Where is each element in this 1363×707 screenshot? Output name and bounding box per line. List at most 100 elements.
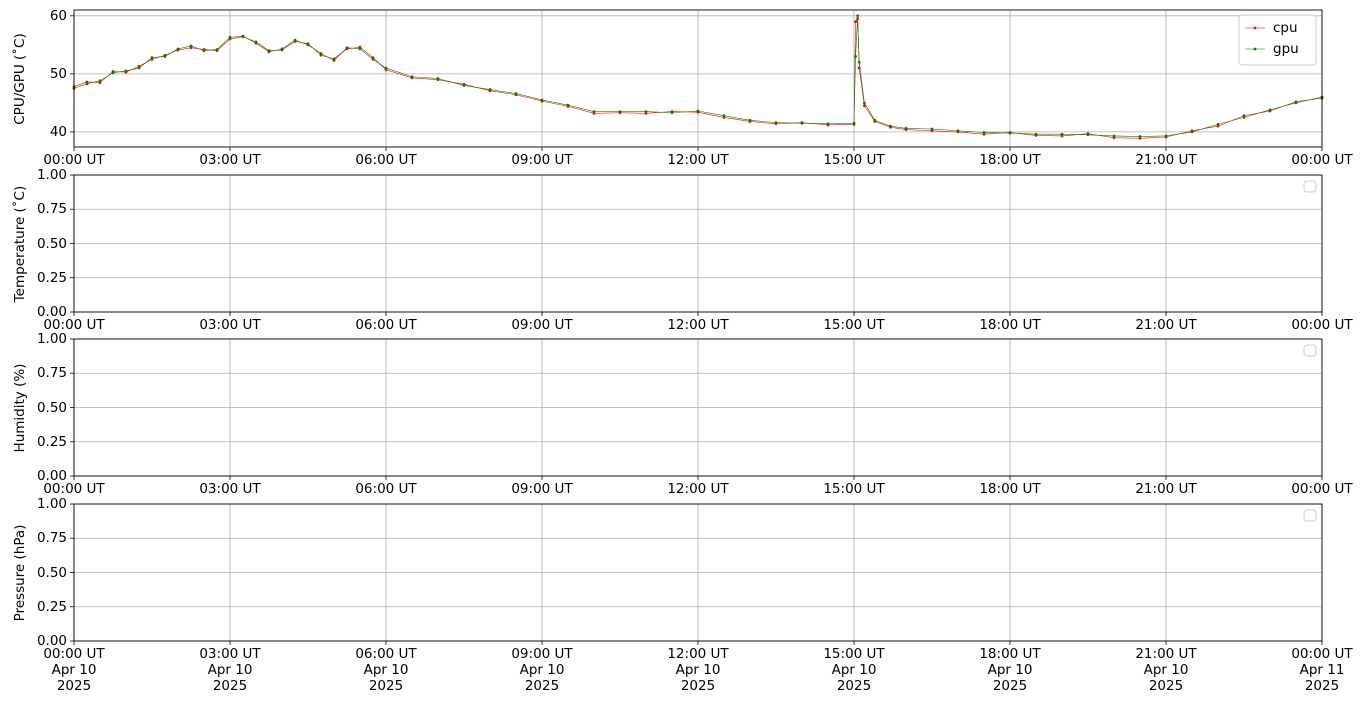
- data-point: [462, 84, 466, 87]
- data-point: [319, 52, 323, 55]
- data-point: [332, 59, 336, 62]
- x-tick-label: 18:00 UT: [979, 152, 1041, 168]
- y-tick-label: 0.00: [36, 468, 67, 484]
- data-point: [280, 47, 284, 51]
- x-tick-label: 09:00 UT: [511, 152, 573, 168]
- x-tick-label: 15:00 UT: [823, 481, 885, 497]
- data-point: [644, 110, 648, 113]
- data-point: [696, 109, 700, 113]
- data-point: [358, 47, 362, 51]
- y-tick-label: 0.00: [36, 633, 67, 649]
- data-point: [1008, 131, 1012, 135]
- x-tick-label: 21:00 UT: [1135, 481, 1197, 497]
- data-point: [956, 129, 960, 133]
- x-tick-label: 18:00 UT: [979, 481, 1041, 497]
- y-tick-label: 1.00: [36, 496, 67, 512]
- data-point: [488, 88, 492, 91]
- y-tick-label: 0.50: [36, 564, 67, 581]
- y-axis-title: Humidity (%): [12, 363, 28, 452]
- data-point: [1060, 132, 1064, 136]
- data-point: [857, 60, 861, 64]
- axes-frame: [73, 174, 1323, 313]
- data-point: [873, 118, 877, 122]
- legend-box: [1303, 509, 1317, 522]
- data-point: [1112, 134, 1116, 138]
- x-tick-label: 15:00 UT: [823, 152, 885, 168]
- x-tick-label: 21:00 UT: [1135, 317, 1197, 333]
- x-tick-label: 12:00 UT: [667, 317, 729, 333]
- y-tick-label: 0.75: [36, 201, 67, 218]
- y-tick-label: 40: [49, 123, 67, 140]
- x-tick-label: 00:00 UT: [1291, 317, 1353, 333]
- legend-swatch: [1253, 26, 1257, 30]
- x-tick-label: 15:00 UT Apr 10 2025: [823, 646, 885, 694]
- data-point: [854, 55, 857, 58]
- x-tick-label: 03:00 UT Apr 10 2025: [199, 646, 261, 694]
- legend-label: gpu: [1273, 41, 1299, 57]
- y-tick-label: 0.25: [36, 598, 67, 615]
- data-point: [137, 66, 141, 70]
- data-point: [241, 34, 245, 38]
- x-tick-label: 00:00 UT Apr 10 2025: [43, 646, 105, 694]
- x-tick-label: 06:00 UT: [355, 481, 417, 497]
- axes-frame: [73, 503, 1323, 642]
- y-axis-title: CPU/GPU (˚C): [12, 32, 28, 125]
- data-point: [514, 92, 518, 95]
- y-tick-label: 0.25: [36, 269, 67, 286]
- data-point: [111, 71, 115, 75]
- x-tick-label: 09:00 UT: [511, 481, 573, 497]
- x-tick-label: 06:00 UT: [355, 317, 417, 333]
- legend-box: [1238, 14, 1317, 66]
- data-point: [124, 69, 128, 73]
- data-point: [566, 103, 570, 107]
- data-point: [618, 110, 622, 113]
- data-point: [722, 114, 726, 118]
- data-point: [293, 38, 297, 42]
- legend-box: [1303, 344, 1317, 357]
- data-point: [1268, 108, 1272, 112]
- data-point: [670, 111, 674, 115]
- data-point: [371, 57, 375, 61]
- y-tick-label: 1.00: [36, 167, 67, 183]
- x-tick-label: 03:00 UT: [199, 481, 261, 497]
- data-point: [176, 47, 180, 51]
- x-tick-label: 03:00 UT: [199, 317, 261, 333]
- data-point: [982, 131, 986, 134]
- data-point: [904, 127, 908, 130]
- data-point: [215, 48, 219, 51]
- y-tick-label: 0.75: [36, 530, 67, 547]
- x-tick-label: 06:00 UT: [355, 152, 417, 168]
- y-tick-label: 0.50: [36, 235, 67, 252]
- legend-box: [1303, 180, 1317, 193]
- x-tick-label: 18:00 UT Apr 10 2025: [979, 646, 1041, 694]
- x-tick-label: 03:00 UT: [199, 152, 261, 168]
- series-line: [73, 15, 1323, 137]
- y-tick-label: 60: [49, 7, 67, 24]
- legend-label: cpu: [1273, 20, 1298, 36]
- y-tick-label: 50: [49, 65, 67, 82]
- x-tick-label: 09:00 UT: [511, 317, 573, 333]
- data-point: [854, 20, 857, 24]
- x-tick-label: 12:00 UT: [667, 152, 729, 168]
- y-axis-title: Pressure (hPa): [12, 524, 28, 621]
- y-axis-title: Temperature (˚C): [12, 185, 28, 302]
- x-tick-label: 21:00 UT: [1135, 152, 1197, 168]
- data-point: [436, 77, 440, 80]
- data-point: [1294, 101, 1298, 105]
- x-tick-label: 00:00 UT: [43, 317, 105, 333]
- series-line: [73, 17, 1323, 139]
- axes-frame: [73, 338, 1323, 477]
- data-point: [384, 66, 388, 70]
- x-tick-label: 00:00 UT: [1291, 481, 1353, 497]
- y-tick-label: 0.50: [36, 399, 67, 416]
- data-point: [1242, 115, 1246, 119]
- data-point: [856, 14, 860, 18]
- x-tick-label: 12:00 UT: [667, 481, 729, 497]
- data-point: [228, 35, 232, 39]
- data-point: [540, 98, 544, 102]
- x-tick-label: 09:00 UT Apr 10 2025: [511, 646, 573, 694]
- data-point: [1138, 135, 1142, 138]
- legend-swatch: [1253, 47, 1257, 51]
